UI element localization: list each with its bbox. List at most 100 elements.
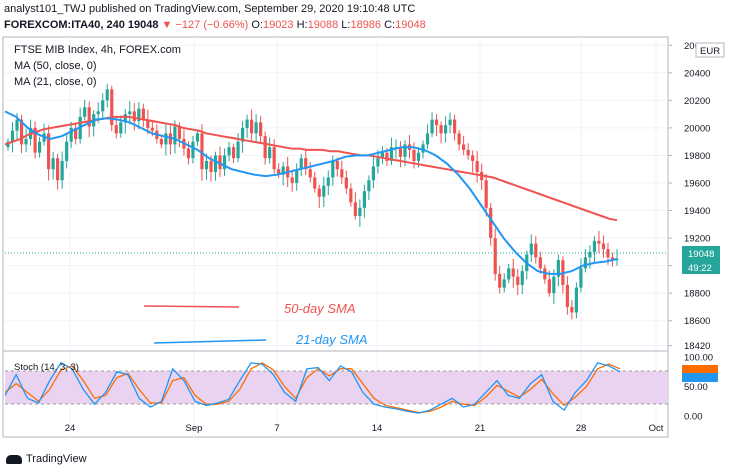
- candle-body-0: [6, 141, 10, 148]
- grid: [5, 37, 668, 437]
- symbol-quote-line: FOREXCOM:ITA40, 240 19048 ▼ −127 (−0.66%…: [4, 19, 426, 31]
- candle-body-32: [150, 127, 154, 131]
- candle-body-98: [448, 119, 452, 126]
- currency-label: EUR: [700, 46, 720, 57]
- candle-body-26: [123, 114, 127, 123]
- candle-body-44: [204, 160, 209, 170]
- y-tick-5: 19600: [684, 178, 710, 189]
- candle-body-79: [362, 191, 366, 208]
- candle-body-114: [520, 271, 524, 285]
- candle-body-21: [101, 100, 105, 112]
- candle-body-77: [353, 202, 357, 217]
- close-value: 19048: [395, 19, 426, 31]
- open-value: 19023: [262, 19, 294, 31]
- tradingview-cloud-icon: [6, 454, 22, 464]
- candle-body-97: [443, 125, 448, 134]
- candle-body-106: [484, 180, 488, 208]
- candle-body-1: [10, 130, 15, 142]
- tradingview-text: TradingView: [26, 453, 87, 465]
- y-tick-4: 19800: [684, 151, 710, 162]
- stoch-axis[interactable]: 100.00 50.00 0.00: [684, 353, 713, 423]
- candle-body-38: [177, 126, 182, 139]
- candle-body-28: [132, 111, 136, 122]
- candle-body-45: [209, 160, 213, 172]
- high-label: H:: [296, 19, 308, 31]
- candle-body-12: [60, 160, 64, 181]
- candle-body-2: [15, 119, 19, 131]
- candle-body-131: [597, 240, 601, 244]
- low-value: 18986: [350, 19, 382, 31]
- candle-body-83: [380, 152, 385, 159]
- candle-body-35: [164, 133, 168, 145]
- x-tick-6: Oct: [649, 423, 664, 434]
- candle-body-112: [511, 268, 515, 277]
- candle-body-80: [367, 180, 371, 192]
- candle-body-134: [610, 257, 615, 261]
- x-tick-4: 21: [475, 423, 486, 434]
- y-tick-3: 20000: [684, 123, 710, 134]
- currency-box: [695, 42, 725, 58]
- candle-body-94: [430, 119, 434, 134]
- candle-body-63: [290, 177, 294, 183]
- candle-body-93: [425, 133, 430, 145]
- legend-title: FTSE MIB Index, 4h, FOREX.com: [14, 44, 181, 56]
- candle-body-121: [552, 276, 556, 294]
- candle-body-130: [592, 240, 597, 252]
- stoch-k-line: [4, 362, 621, 414]
- time-badge-text: 49:22: [688, 263, 712, 274]
- x-tick-3: 14: [372, 423, 383, 434]
- legend-ma21[interactable]: MA (21, close, 0): [14, 76, 97, 88]
- candle-body-9: [47, 133, 51, 170]
- candle-body-129: [588, 251, 592, 258]
- low-label: L:: [341, 19, 351, 31]
- price-badge-text: 19048: [688, 249, 714, 260]
- candle-body-69: [317, 188, 321, 197]
- candle-body-75: [344, 177, 348, 189]
- x-tick-5: 28: [576, 423, 587, 434]
- candle-body-29: [137, 108, 141, 122]
- candle-body-15: [74, 127, 78, 139]
- candle-body-70: [322, 185, 326, 197]
- tradingview-logo[interactable]: TradingView: [6, 453, 87, 465]
- last-price: 19048: [127, 19, 159, 31]
- candle-body-50: [231, 147, 236, 159]
- candle-body-49: [227, 147, 231, 156]
- stoch-tick-0: 100.00: [684, 353, 713, 364]
- candle-body-125: [570, 306, 574, 313]
- candle-body-54: [250, 119, 254, 134]
- candle-body-20: [96, 111, 100, 115]
- candle-body-109: [498, 273, 502, 288]
- candle-body-116: [529, 243, 533, 255]
- candle-body-110: [502, 279, 506, 288]
- stoch-band: [5, 371, 668, 404]
- candle-body-47: [218, 155, 222, 170]
- candle-body-27: [128, 111, 132, 115]
- candle-body-96: [439, 125, 443, 134]
- candle-body-82: [376, 158, 380, 167]
- time-axis[interactable]: 24 Sep 7 14 21 28 Oct: [65, 423, 664, 434]
- stoch-tick-2: 0.00: [684, 412, 703, 423]
- candle-body-108: [493, 238, 497, 274]
- x-tick-1: Sep: [186, 423, 203, 434]
- candle-body-85: [389, 147, 394, 161]
- y-tick-9: 18800: [684, 289, 710, 300]
- candle-body-58: [268, 147, 272, 159]
- sma21-annotation-line: [153, 339, 267, 344]
- y-tick-6: 19400: [684, 206, 710, 217]
- y-tick-1: 20400: [684, 68, 710, 79]
- stoch-k-badge: [682, 373, 718, 382]
- candle-body-4: [24, 138, 28, 145]
- candle-body-24: [114, 125, 118, 134]
- ma21-line: [4, 110, 618, 275]
- price-axis[interactable]: 2060020400202002000019800196001940019200…: [668, 41, 710, 352]
- close-label: C:: [384, 19, 396, 31]
- stoch-label: Stoch (14, 3, 3): [14, 362, 79, 373]
- candle-body-91: [416, 152, 421, 161]
- legend-ma50[interactable]: MA (50, close, 0): [14, 60, 97, 72]
- chart-frame: [2, 36, 669, 438]
- candle-body-40: [186, 148, 191, 159]
- sma50-annotation-line: [143, 305, 240, 308]
- candle-body-6: [33, 127, 37, 153]
- candle-body-11: [56, 158, 60, 181]
